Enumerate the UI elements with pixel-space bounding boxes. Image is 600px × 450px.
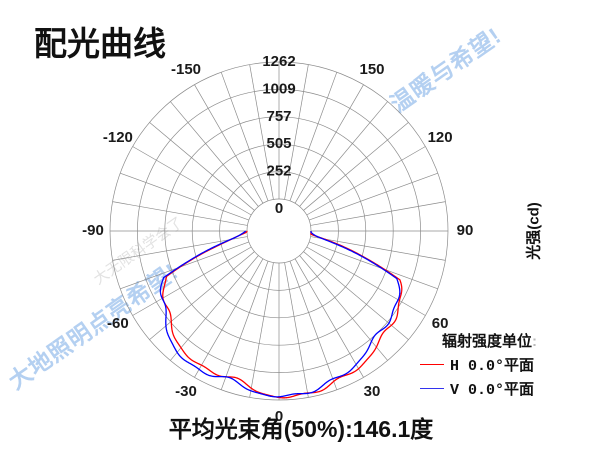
svg-text:757: 757 [266, 108, 291, 125]
svg-text:120: 120 [428, 129, 453, 146]
svg-text:1262: 1262 [262, 53, 295, 70]
svg-text:1009: 1009 [262, 80, 295, 97]
svg-text:-60: -60 [107, 315, 129, 332]
svg-text:-120: -120 [103, 129, 133, 146]
svg-text:30: 30 [364, 383, 381, 400]
svg-text:0: 0 [275, 200, 283, 217]
svg-text:-90: -90 [82, 222, 104, 239]
svg-text:505: 505 [266, 135, 291, 152]
svg-text:-150: -150 [171, 61, 201, 78]
svg-text:90: 90 [457, 222, 474, 239]
svg-text:150: 150 [359, 61, 384, 78]
svg-text:252: 252 [266, 163, 291, 180]
svg-text:-30: -30 [175, 383, 197, 400]
